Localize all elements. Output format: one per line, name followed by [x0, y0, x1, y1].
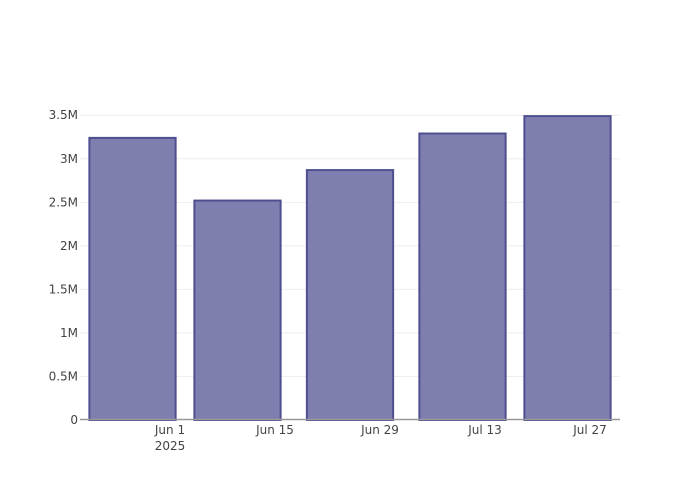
y-tick-label: 3.5M [49, 108, 78, 122]
y-tick-label: 3M [60, 152, 78, 166]
y-tick-labels: 0 0.5M 1M 1.5M 2M 2.5M 3M 3.5M [49, 108, 78, 427]
x-tick-label: Jun 29 [360, 423, 399, 437]
x-tick-labels: Jun 1 2025 Jun 15 Jun 29 Jul 13 Jul 27 [154, 423, 607, 453]
y-tick-label: 1.5M [49, 282, 78, 296]
bar [418, 132, 507, 421]
bars [88, 115, 612, 421]
bar [523, 115, 612, 421]
y-tick-label: 1M [60, 326, 78, 340]
y-tick-label: 0 [70, 413, 78, 427]
x-tick-label: Jun 15 [255, 423, 294, 437]
y-tick-label: 2.5M [49, 195, 78, 209]
y-tick-label: 0.5M [49, 369, 78, 383]
x-tick-label: Jul 27 [572, 423, 607, 437]
x-tick-year-label: 2025 [155, 439, 186, 453]
bar [193, 199, 282, 421]
bar [305, 169, 395, 421]
bar [88, 136, 177, 421]
y-tick-label: 2M [60, 239, 78, 253]
x-tick-label: Jul 13 [467, 423, 502, 437]
x-tick-label: Jun 1 [154, 423, 185, 437]
